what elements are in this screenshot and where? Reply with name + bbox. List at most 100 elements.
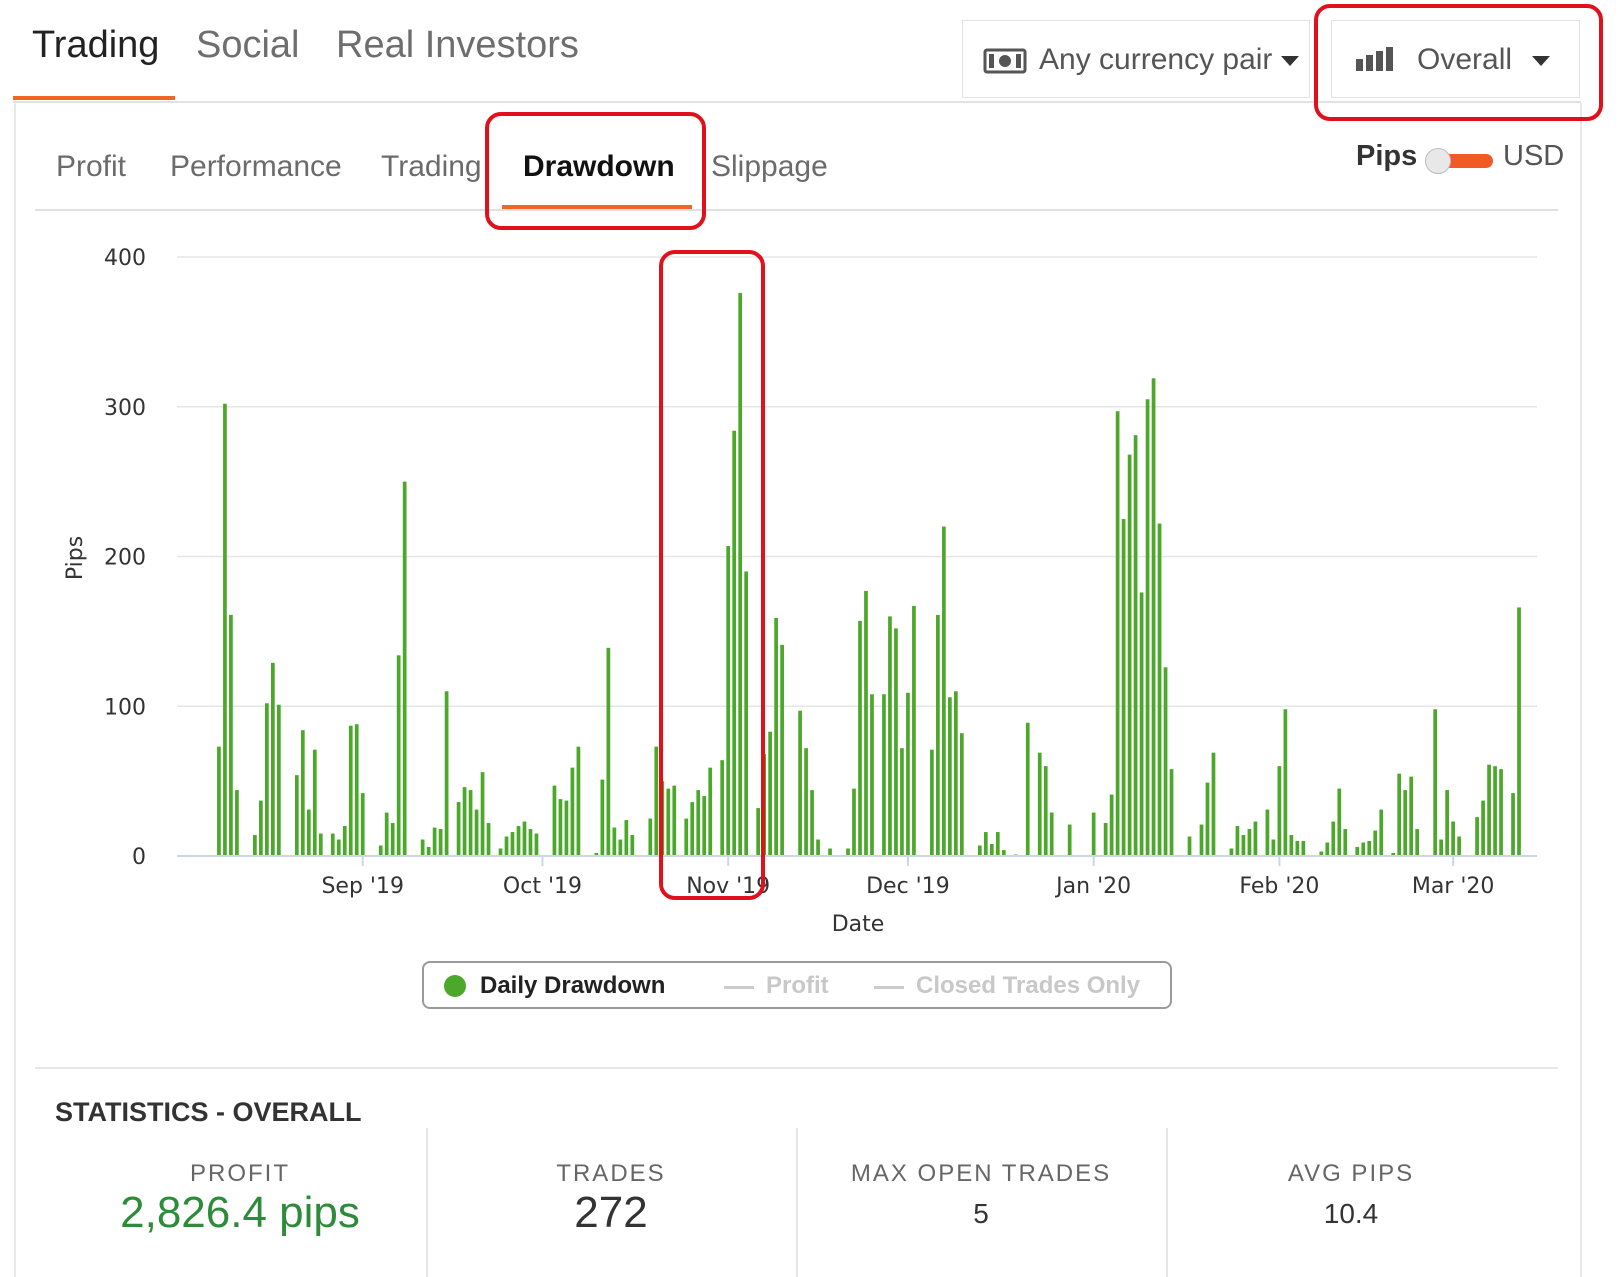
top-tab-bar: Trading Social Real Investors (0, 0, 940, 100)
stat-profit: PROFIT 2,826.4 pips (55, 1128, 425, 1277)
drawdown-bar (528, 829, 533, 856)
pips-usd-switch[interactable] (1423, 148, 1493, 174)
drawdown-bar (1373, 830, 1378, 856)
drawdown-bar (1133, 435, 1138, 856)
active-tab-underline (13, 96, 175, 100)
drawdown-bar (816, 839, 820, 856)
legend-daily-drawdown[interactable]: Daily Drawdown (480, 972, 666, 999)
switch-track (1437, 154, 1493, 168)
drawdown-bar (804, 748, 808, 856)
drawdown-bar (1139, 592, 1144, 856)
drawdown-bar (558, 799, 563, 856)
drawdown-bar (426, 847, 431, 856)
drawdown-bar (1289, 835, 1294, 856)
legend-closed-trades-only[interactable]: Closed Trades Only (916, 972, 1141, 999)
drawdown-bar (576, 746, 581, 856)
legend-profit[interactable]: Profit (766, 972, 829, 999)
drawdown-bar (1043, 766, 1048, 856)
drawdown-bar (223, 403, 227, 856)
stat-separator (1166, 1128, 1168, 1277)
drawdown-bar (660, 781, 665, 856)
drawdown-bar (995, 832, 1000, 856)
drawdown-bar (738, 292, 743, 856)
drawdown-bar (486, 823, 491, 856)
drawdown-bar (618, 839, 623, 856)
tab-real-investors[interactable]: Real Investors (336, 24, 579, 66)
subtab-trading[interactable]: Trading (381, 150, 482, 183)
drawdown-bar (1265, 809, 1270, 856)
drawdown-bar (744, 571, 749, 856)
tab-trading[interactable]: Trading (32, 24, 160, 66)
tab-social[interactable]: Social (196, 24, 300, 66)
drawdown-bar (672, 785, 677, 856)
drawdown-bar (600, 779, 605, 856)
y-tick-label: 300 (104, 396, 146, 421)
drawdown-bar (1091, 812, 1096, 856)
active-subtab-underline (502, 205, 692, 209)
drawdown-bar (1115, 411, 1120, 856)
currency-pair-dropdown[interactable]: Any currency pair (962, 20, 1310, 98)
drawdown-bar (1379, 809, 1384, 856)
drawdown-bar (474, 809, 479, 856)
drawdown-bar (953, 691, 958, 856)
drawdown-bar (1367, 841, 1372, 856)
drawdown-bar (1433, 709, 1438, 856)
x-tick-label: Mar '20 (1412, 874, 1495, 899)
chevron-down-icon (1532, 56, 1550, 66)
pips-unit-label[interactable]: Pips (1356, 140, 1418, 172)
drawdown-bar (312, 749, 317, 856)
drawdown-bar (912, 605, 916, 856)
drawdown-bar (900, 748, 904, 856)
drawdown-bar (396, 655, 401, 856)
period-dropdown[interactable]: Overall (1331, 20, 1580, 98)
drawdown-bar (846, 848, 850, 856)
subtab-profit[interactable]: Profit (56, 150, 127, 183)
drawdown-bar (1157, 523, 1162, 856)
stat-avg-pips: AVG PIPS 10.4 (1166, 1128, 1536, 1277)
drawdown-bar (1493, 766, 1497, 856)
drawdown-bar (708, 767, 713, 856)
drawdown-bar (1067, 824, 1072, 856)
drawdown-bar (1517, 607, 1521, 856)
drawdown-bar (1319, 851, 1324, 856)
drawdown-bar (780, 644, 784, 856)
drawdown-bar (1247, 829, 1252, 856)
drawdown-bar (1001, 850, 1006, 856)
drawdown-bar (1211, 752, 1216, 856)
chart-legend: Daily Drawdown Profit Closed Trades Only (422, 961, 1172, 1009)
drawdown-bar (942, 526, 946, 856)
drawdown-bar (666, 788, 671, 856)
drawdown-bar (235, 790, 239, 856)
drawdown-bar (420, 839, 425, 856)
drawdown-bar (1355, 847, 1360, 856)
subtab-performance[interactable]: Performance (170, 150, 342, 183)
drawdown-bar (432, 827, 437, 856)
currency-pair-label: Any currency pair (1039, 43, 1273, 76)
x-tick-label: Nov '19 (686, 874, 770, 899)
drawdown-bar (888, 616, 892, 856)
drawdown-bar (810, 790, 814, 856)
drawdown-bar (564, 800, 569, 856)
stat-trades-label: TRADES (556, 1160, 666, 1187)
bar-chart-icon (1356, 47, 1393, 71)
drawdown-bar (612, 827, 617, 856)
drawdown-bar (1457, 836, 1461, 856)
profit-legend-marker (724, 986, 754, 989)
drawdown-bar (348, 725, 353, 856)
drawdown-bar (384, 812, 389, 856)
drawdown-bar (1277, 766, 1282, 856)
drawdown-bar (930, 749, 934, 856)
drawdown-bar (648, 818, 653, 856)
drawdown-bar (1409, 776, 1414, 856)
y-tick-label: 100 (104, 695, 146, 720)
drawdown-bar (570, 767, 575, 856)
drawdown-bar (606, 647, 611, 856)
subtab-drawdown[interactable]: Drawdown (523, 150, 675, 183)
usd-unit-label[interactable]: USD (1503, 140, 1565, 172)
drawdown-bar (756, 808, 761, 856)
drawdown-bar (378, 845, 383, 856)
drawdown-bar (1481, 800, 1485, 856)
drawdown-bar (294, 775, 299, 856)
stat-profit-value: 2,826.4 pips (120, 1188, 360, 1237)
subtab-slippage[interactable]: Slippage (711, 150, 828, 183)
